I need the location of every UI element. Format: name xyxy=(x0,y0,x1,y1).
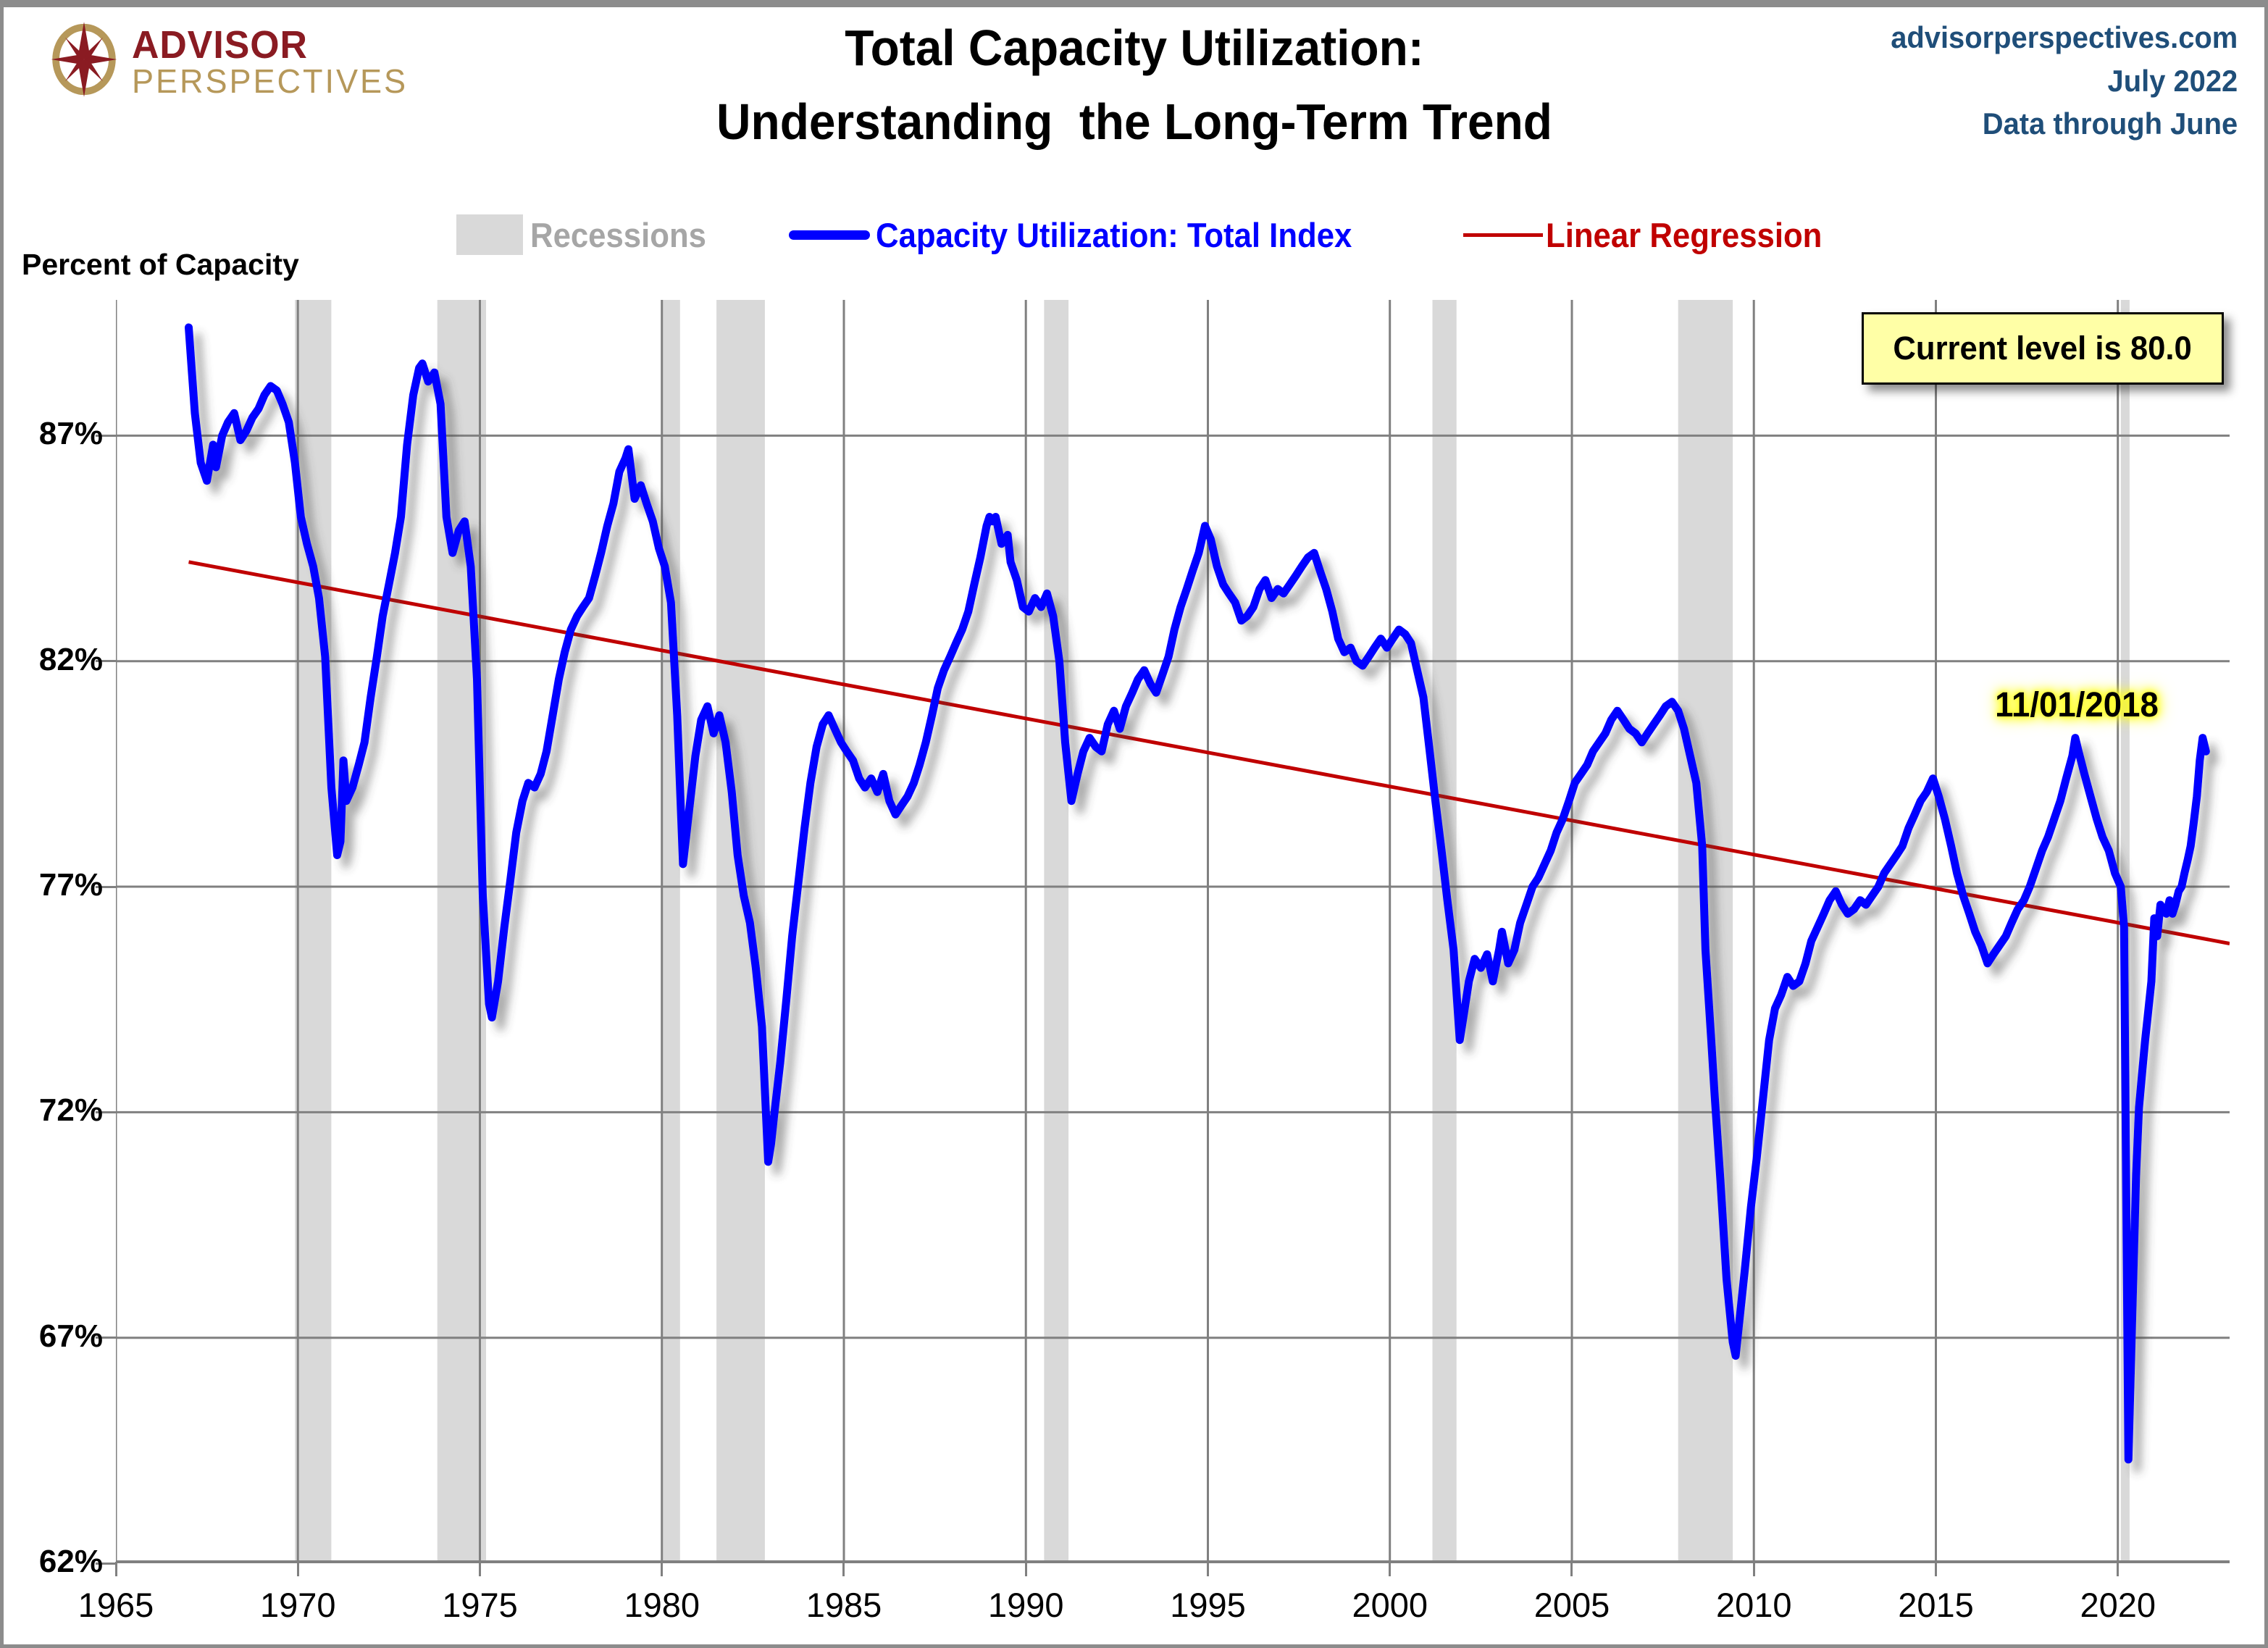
blue-line-swatch xyxy=(789,230,871,240)
recession-swatch xyxy=(456,214,523,255)
chart-title: Total Capacity Utilization: Understandin… xyxy=(690,12,1579,159)
chart-title-line1: Total Capacity Utilization: xyxy=(844,20,1424,76)
legend-label-recessions: Recessions xyxy=(530,215,706,254)
x-tick-label-2000: 2000 xyxy=(1352,1586,1428,1624)
x-tick-label-2010: 2010 xyxy=(1715,1586,1792,1624)
x-tick-1990 xyxy=(1024,1562,1027,1576)
x-tick-label-1985: 1985 xyxy=(805,1586,882,1624)
y-axis-title: Percent of Capacity xyxy=(22,248,299,281)
x-tick-1980 xyxy=(661,1562,664,1576)
y-tick-82% xyxy=(96,660,116,663)
recession-band xyxy=(661,300,680,1563)
y-tick-label-82%: 82% xyxy=(38,641,103,677)
x-tick-label-1975: 1975 xyxy=(442,1586,518,1624)
y-tick-87% xyxy=(96,434,116,437)
capacity-utilization-line xyxy=(185,323,2210,1464)
x-tick-2020 xyxy=(2117,1562,2120,1576)
red-line-swatch xyxy=(1463,233,1544,237)
logo-word-advisor: ADVISOR xyxy=(132,23,308,67)
y-tick-77% xyxy=(96,885,116,888)
x-tick-1965 xyxy=(114,1562,117,1576)
chart-title-line2: Understanding the Long-Term Trend xyxy=(716,93,1552,150)
y-tick-label-87%: 87% xyxy=(38,416,103,452)
y-tick-label-67%: 67% xyxy=(38,1318,103,1354)
x-tick-label-2015: 2015 xyxy=(1898,1586,1974,1624)
legend-label-regression: Linear Regression xyxy=(1546,215,1823,254)
x-tick-label-1995: 1995 xyxy=(1170,1586,1246,1624)
x-tick-1975 xyxy=(478,1562,481,1576)
x-tick-1995 xyxy=(1206,1562,1209,1576)
y-tick-label-62%: 62% xyxy=(38,1544,103,1579)
x-tick-label-1980: 1980 xyxy=(624,1586,700,1624)
x-tick-label-2005: 2005 xyxy=(1533,1586,1610,1624)
x-tick-label-1965: 1965 xyxy=(78,1586,154,1624)
source-website: advisorperspectives.com xyxy=(1890,20,2238,54)
x-tick-2000 xyxy=(1389,1562,1392,1576)
regression-line xyxy=(188,560,2230,945)
source-data-range: Data through June xyxy=(1982,106,2238,141)
logo-word-perspectives: PERSPECTIVES xyxy=(132,62,409,100)
source-attribution: advisorperspectives.com July 2022 Data t… xyxy=(1891,16,2238,146)
legend-label-capacity: Capacity Utilization: Total Index xyxy=(876,215,1352,254)
compass-star-icon xyxy=(51,22,117,97)
recession-band xyxy=(1044,300,1069,1563)
x-tick-1970 xyxy=(296,1562,299,1576)
x-tick-label-1990: 1990 xyxy=(987,1586,1064,1624)
x-tick-label-1970: 1970 xyxy=(259,1586,336,1624)
y-tick-62% xyxy=(96,1562,116,1565)
y-tick-72% xyxy=(96,1110,116,1113)
y-tick-label-77%: 77% xyxy=(38,867,103,903)
x-tick-1985 xyxy=(842,1562,845,1576)
x-tick-2015 xyxy=(1934,1562,1937,1576)
recession-band xyxy=(716,300,765,1563)
current-level-text: Current level is 80.0 xyxy=(1893,330,2193,367)
legend: Recessions Capacity Utilization: Total I… xyxy=(456,214,1843,255)
legend-item-capacity: Capacity Utilization: Total Index xyxy=(789,215,1388,255)
plot-area xyxy=(114,300,2230,1563)
current-level-callout: Current level is 80.0 xyxy=(1862,312,2224,385)
x-tick-2005 xyxy=(1570,1562,1573,1576)
y-tick-67% xyxy=(96,1337,116,1339)
peak-date-label: 11/01/2018 xyxy=(1995,686,2159,724)
y-tick-label-72%: 72% xyxy=(38,1092,103,1129)
x-tick-label-2020: 2020 xyxy=(2080,1586,2156,1624)
legend-item-regression: Linear Regression xyxy=(1463,215,1843,255)
advisor-perspectives-logo: ADVISOR PERSPECTIVES xyxy=(45,20,414,99)
source-date: July 2022 xyxy=(2107,63,2238,98)
x-tick-2010 xyxy=(1752,1562,1755,1576)
legend-item-recessions: Recessions xyxy=(456,214,719,255)
